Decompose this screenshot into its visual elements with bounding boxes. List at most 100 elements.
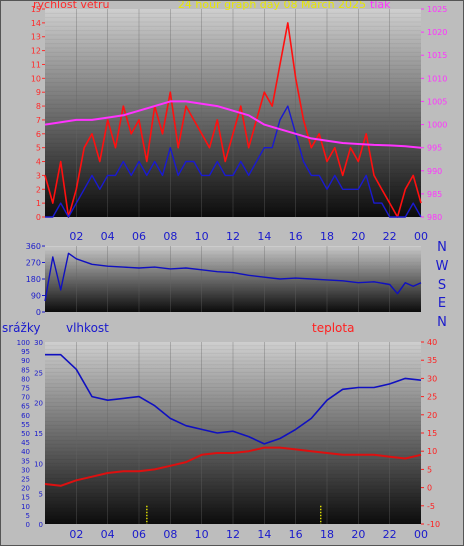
panel3-humidity-tick: 90: [21, 357, 30, 365]
panel3-x-tick: 22: [383, 528, 397, 541]
panel1-right-tick: 1010: [427, 74, 447, 83]
panel1-left-tick: 10: [31, 74, 41, 83]
panel3-humidity-tick: 50: [21, 430, 30, 438]
panel3-x-tick: 14: [257, 528, 271, 541]
panel1-left-tick: 14: [31, 19, 41, 28]
panel1-x-tick: 12: [226, 230, 240, 243]
panel1-x-tick: 14: [257, 230, 271, 243]
panel3-humidity-tick: 35: [21, 457, 30, 465]
panel3-temp-tick: -5: [427, 502, 435, 511]
panel1-left-tick: 9: [36, 88, 41, 97]
panel3-x-tick: 18: [320, 528, 334, 541]
panel3-humidity-tick: 55: [21, 421, 30, 429]
panel3-humidity-tick: 15: [21, 494, 30, 502]
panel3-x-tick: 04: [101, 528, 115, 541]
panel3-x-tick: 16: [289, 528, 303, 541]
panel1-right-tick: 980: [427, 213, 442, 222]
panel2-tick: 270: [26, 259, 41, 268]
panel3-temp-tick: 10: [427, 447, 437, 456]
direction-label: N: [437, 315, 447, 330]
panel3-humidity-tick: 100: [17, 339, 30, 347]
panel1-left-tick: 7: [36, 116, 41, 125]
wind-speed-line: [45, 105, 422, 218]
panel1-left-tick: 4: [36, 158, 41, 167]
direction-label: N: [437, 240, 447, 255]
panel1-x-tick: 08: [163, 230, 177, 243]
panel2-tick: 0: [36, 308, 41, 317]
panel1-x-tick: 04: [101, 230, 115, 243]
wind-direction-line: [44, 252, 422, 302]
pressure-line: [44, 100, 422, 149]
panel3-x-tick: 06: [132, 528, 146, 541]
panel3-humidity-tick: 0: [26, 521, 30, 529]
panel1-x-tick: 22: [383, 230, 397, 243]
panel1-x-tick: 10: [195, 230, 209, 243]
panel1-right-tick: 995: [427, 144, 442, 153]
panel1-left-tick: 13: [31, 33, 41, 42]
panel1-x-tick: 02: [69, 230, 83, 243]
panel1-left-tick: 8: [36, 102, 41, 111]
panel3-rain-tick: 5: [39, 491, 43, 499]
panel3-rain-tick: 30: [34, 339, 43, 347]
humidity-label: vlhkost: [66, 321, 109, 335]
panel1-right-tick: 985: [427, 190, 442, 199]
panel3-temp-tick: 0: [427, 484, 432, 493]
rain-label: srážky: [2, 321, 40, 335]
panel3-humidity-tick: 45: [21, 439, 30, 447]
panel1-left-tick: 0: [36, 213, 41, 222]
panel3-humidity-tick: 65: [21, 403, 30, 411]
panel1-left-tick: 12: [31, 47, 41, 56]
panel3-humidity-tick: 60: [21, 412, 30, 420]
panel3-humidity-tick: 85: [21, 366, 30, 374]
panel3-x-tick: 08: [163, 528, 177, 541]
panel3-temp-tick: 5: [427, 465, 432, 474]
humidity-line: [45, 353, 422, 445]
panel1-x-tick: 16: [289, 230, 303, 243]
panel3-x-tick: 02: [69, 528, 83, 541]
panel3-rain-tick: 15: [34, 430, 43, 438]
panel1-right-tick: 1005: [427, 97, 447, 106]
panel3-humidity-tick: 10: [21, 503, 30, 511]
panel1-x-tick: 18: [320, 230, 334, 243]
panel2-tick: 90: [31, 292, 41, 301]
panel1-right-label: tlak: [370, 0, 391, 11]
panel3-humidity-tick: 75: [21, 385, 30, 393]
temperature-label: teplota: [312, 321, 354, 335]
panel1-right-tick: 1015: [427, 51, 447, 60]
panel3-x-tick: 12: [226, 528, 240, 541]
panel3-rain-tick: 20: [34, 400, 43, 408]
panel3-humidity-tick: 5: [26, 512, 30, 520]
panel3-rain-tick: 10: [34, 460, 43, 468]
panel3-temp-tick: 40: [427, 338, 437, 347]
panel2-tick: 360: [26, 242, 41, 251]
panel1-x-tick: 00: [414, 230, 428, 243]
panel3-x-tick: 00: [414, 528, 428, 541]
panel1-right-tick: 1020: [427, 28, 447, 37]
panel3-rain-tick: 25: [34, 369, 43, 377]
panel1-left-tick: 1: [36, 199, 41, 208]
direction-label: E: [438, 296, 446, 311]
panel1-left-label: rychlost větru: [33, 0, 109, 11]
panel3-rain-tick: 0: [39, 521, 43, 529]
panel1-left-tick: 5: [36, 144, 41, 153]
panel3-x-tick: 20: [351, 528, 365, 541]
panel1-left-tick: 3: [36, 171, 41, 180]
panel3-humidity-tick: 20: [21, 485, 30, 493]
panel3-humidity-tick: 70: [21, 394, 30, 402]
panel3-humidity-tick: 30: [21, 466, 30, 474]
panel1-left-tick: 15: [31, 5, 41, 14]
panel3-temp-tick: 15: [427, 429, 437, 438]
panel1-right-tick: 990: [427, 167, 442, 176]
wind-gust-line: [44, 22, 422, 218]
panel3-x-tick: 10: [195, 528, 209, 541]
panel3-temp-tick: 30: [427, 374, 437, 383]
panel1-left-tick: 2: [36, 185, 41, 194]
panel3-temp-tick: 35: [427, 356, 437, 365]
temperature-line: [44, 446, 422, 487]
panel1-x-tick: 20: [351, 230, 365, 243]
panel1-title: 24 hour graph day 08 March 2025: [178, 0, 366, 11]
panel2-tick: 180: [26, 275, 41, 284]
direction-label: S: [438, 278, 446, 293]
